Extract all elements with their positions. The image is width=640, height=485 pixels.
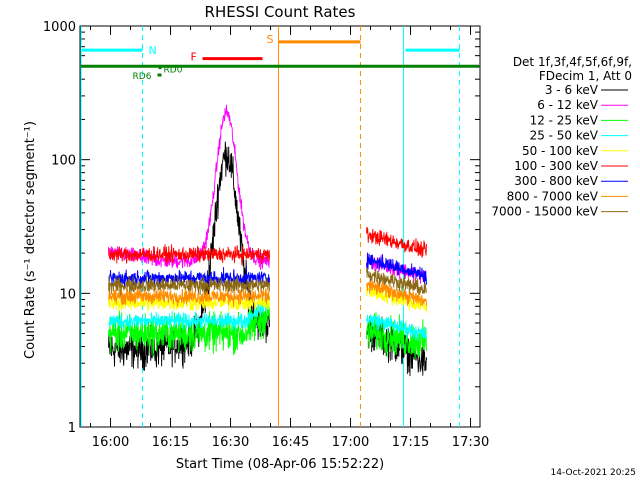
x-tick-label: 17:30 [452, 435, 489, 450]
x-tick-label: 16:15 [152, 435, 189, 450]
x-tick-label: 16:45 [272, 435, 309, 450]
generation-timestamp: 14-Oct-2021 20:25 [551, 468, 636, 478]
series-line-7000-15000keV [366, 268, 427, 295]
series-line-25-50keV [108, 296, 270, 331]
legend-label: 12 - 25 keV [530, 113, 599, 127]
x-tick-label: 16:30 [212, 435, 249, 450]
legend-label: 100 - 300 keV [514, 159, 598, 173]
series-line-7000-15000keV [108, 275, 270, 296]
legend-label: 800 - 7000 keV [507, 189, 599, 203]
y-axis-label: Count Rate (s⁻¹ detector segment⁻¹) [23, 121, 38, 359]
series-line-300-800keV [366, 252, 427, 285]
y-tick-label: 1000 [43, 20, 76, 35]
x-tick-label: 17:15 [392, 435, 429, 450]
series-line-100-300keV [108, 244, 270, 266]
legend: Det 1f,3f,4f,5f,6f,9f, FDecim 1, Att 0 3… [491, 55, 632, 219]
series-line-25-50keV [366, 314, 427, 341]
y-tick-label: 100 [51, 154, 76, 169]
legend-label: 6 - 12 keV [537, 98, 599, 112]
legend-label: 3 - 6 keV [545, 83, 599, 97]
legend-label: 300 - 800 keV [514, 174, 598, 188]
flare-label: F [191, 51, 197, 64]
series-line-100-300keV [366, 226, 427, 258]
x-tick-label: 16:00 [92, 435, 129, 450]
series-line-800-7000keV [366, 280, 427, 306]
y-tick-label: 1 [68, 421, 76, 436]
chart-title: RHESSI Count Rates [205, 3, 356, 21]
legend-label: 25 - 50 keV [530, 129, 599, 143]
plot-area: 1 10 100 1000 16:00 16:15 16:30 16:45 17:00 17:15… [43, 20, 489, 450]
legend-label: 7000 - 15000 keV [491, 205, 598, 219]
legend-header-line-2: FDecim 1, Att 0 [539, 69, 632, 83]
legend-header-line-1: Det 1f,3f,4f,5f,6f,9f, [513, 55, 632, 69]
rd6-label: RD6 [133, 72, 152, 82]
saa-label: S [267, 33, 274, 46]
x-axis-label: Start Time (08-Apr-06 15:52:22) [176, 457, 384, 472]
x-tick-label: 17:00 [332, 435, 369, 450]
night-label: N [149, 44, 157, 57]
plot-frame [79, 25, 481, 428]
legend-label: 50 - 100 keV [522, 144, 599, 158]
rd0-label: RD0 [164, 66, 183, 76]
y-tick-label: 10 [59, 287, 76, 302]
series-line-800-7000keV [108, 286, 270, 307]
